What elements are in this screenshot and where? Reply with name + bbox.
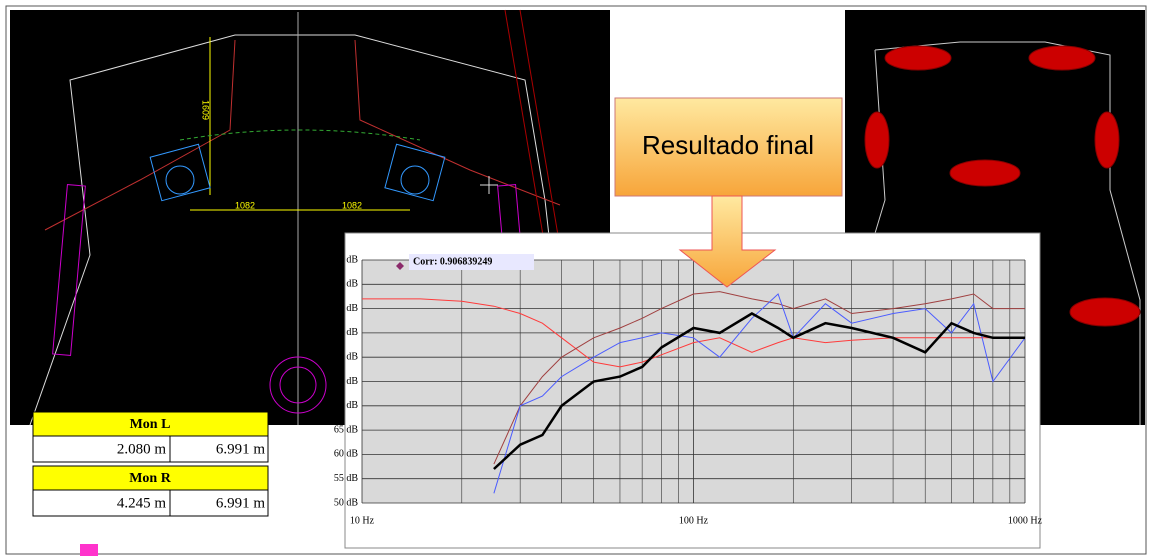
y-tick-label: 85 dB [334, 327, 359, 338]
y-tick-label: 90 dB [334, 303, 359, 314]
y-tick-label: 80 dB [334, 351, 359, 362]
grid [361, 259, 1026, 504]
table-cell: 2.080 m [117, 441, 167, 457]
table-cell: 6.991 m [216, 495, 266, 511]
mon-table: Mon L Mon R [32, 411, 269, 517]
y-tick-label: 65 dB [334, 424, 359, 435]
table-cell: 4.245 m [117, 495, 167, 511]
y-tick-label: 75 dB [334, 376, 359, 387]
legend-marker [396, 262, 404, 270]
x-tick-label: 1000 Hz [1008, 515, 1043, 526]
callout-arrow [678, 195, 777, 288]
series-line [362, 298, 1025, 368]
table-header: Mon L [130, 417, 171, 432]
series-line [493, 291, 1025, 465]
icon [80, 544, 98, 556]
y-tick-label: 70 dB [334, 400, 359, 411]
mon-values: 2.080 m 6.991 m 4.245 m 6.991 m [117, 441, 266, 511]
x-tick-label: 100 Hz [679, 515, 709, 526]
speaker-layout [854, 41, 1141, 425]
y-tick-label: 55 dB [334, 473, 359, 484]
series-line [493, 312, 1025, 470]
series-line [493, 293, 1026, 494]
y-tick-label: 50 dB [334, 497, 359, 508]
legend-box [409, 254, 534, 270]
table-cell: 6.991 m [216, 441, 266, 457]
annotation: Corr: 0.906839249 [413, 256, 492, 267]
dim-label: 1082 [235, 200, 255, 210]
dim-label: 1082 [342, 200, 362, 210]
series [362, 291, 1026, 494]
x-tick-label: 10 Hz [350, 515, 375, 526]
callout-text: Resultado final [642, 130, 814, 160]
dim-label: 1609 [201, 100, 211, 120]
y-tick-label: 60 dB [334, 449, 359, 460]
y-tick-label: 100 dB [329, 254, 359, 265]
cad-drawing [29, 9, 591, 426]
axis-labels: 50 dB 55 dB 60 dB 65 dB 70 dB 75 dB 80 dB 85 dB… [329, 254, 1043, 526]
table-header: Mon R [129, 471, 172, 486]
y-tick-label: 95 dB [334, 279, 359, 290]
callout-box [614, 97, 843, 197]
